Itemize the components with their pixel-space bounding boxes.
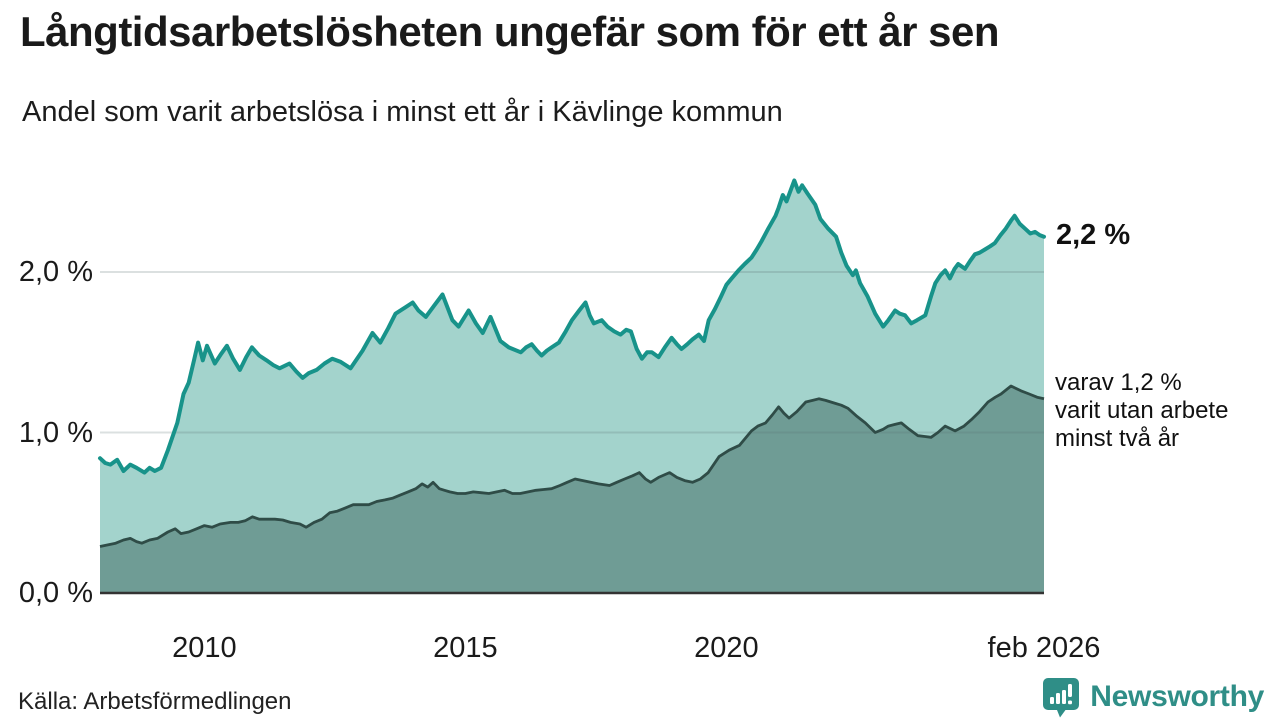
y-tick-label: 1,0 % [18,416,93,449]
y-tick-label: 0,0 % [18,577,93,609]
x-tick-label: 2020 [694,632,759,664]
source-attribution: Källa: Arbetsförmedlingen [18,688,292,715]
x-tick-label: 2015 [433,632,498,664]
secondary-annotation-line: minst två år [1055,424,1180,452]
chart-subtitle: Andel som varit arbetslösa i minst ett å… [22,96,783,128]
latest-value-label: 2,2 % [1056,218,1131,251]
secondary-annotation: varav 1,2 % varit utan arbete minst två … [1055,369,1228,453]
x-tick-label: 2010 [172,632,237,664]
x-tick-label: feb 2026 [987,632,1101,664]
newsworthy-wordmark: Newsworthy [1090,680,1264,713]
page-title: Långtidsarbetslösheten ungefär som för e… [20,8,1000,55]
secondary-annotation-line: varav 1,2 % [1055,368,1182,396]
newsworthy-bars-icon [1043,678,1080,718]
y-tick-label: 2,0 % [18,256,93,288]
secondary-annotation-line: varit utan arbete [1055,396,1229,424]
newsworthy-logo: Newsworthy [1041,676,1264,718]
